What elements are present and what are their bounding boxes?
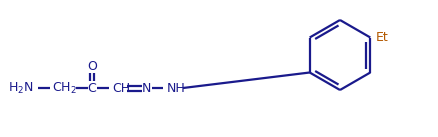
Text: NH: NH [166, 82, 185, 95]
Text: CH$_2$: CH$_2$ [52, 80, 77, 95]
Text: Et: Et [374, 31, 387, 44]
Text: CH: CH [112, 82, 130, 95]
Text: C: C [88, 82, 96, 95]
Text: H$_2$N: H$_2$N [8, 80, 33, 95]
Text: O: O [87, 59, 97, 72]
Text: N: N [141, 82, 150, 95]
